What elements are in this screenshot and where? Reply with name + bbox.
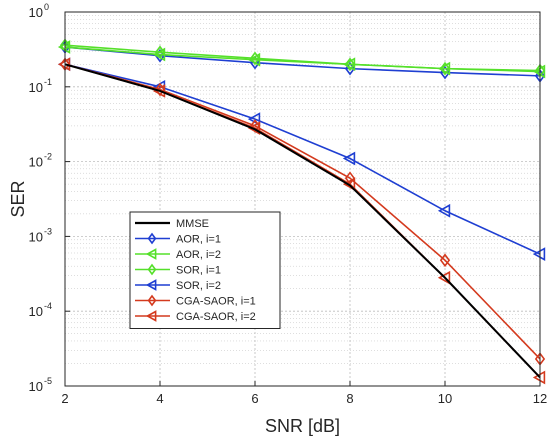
- series-line: [64, 44, 541, 72]
- x-tick-label: 8: [346, 391, 353, 406]
- diamond-marker: [154, 82, 166, 97]
- legend-entry: SOR, i=1: [135, 263, 221, 277]
- triangle-marker: [342, 151, 356, 166]
- triangle-marker: [57, 57, 71, 72]
- triangle-marker: [342, 177, 356, 191]
- diamond-marker: [154, 45, 166, 60]
- diamond-marker: [147, 232, 157, 245]
- legend-label: SOR, i=2: [176, 280, 221, 292]
- triangle-marker: [532, 370, 546, 385]
- triangle-marker: [437, 270, 451, 285]
- x-axis-label: SNR [dB]: [265, 416, 340, 436]
- diamond-marker: [439, 253, 451, 268]
- legend: MMSE AOR, i=1 AOR, i=2 SOR, i=1 SOR, i=2 CGA-…: [129, 211, 281, 329]
- plot-area: [65, 12, 540, 386]
- diamond-marker: [147, 294, 157, 307]
- y-axis-label: SER: [8, 180, 28, 217]
- y-tick-exponent: -3: [44, 226, 52, 236]
- legend-label: AOR, i=2: [176, 249, 221, 261]
- y-tick-label: 10: [29, 80, 43, 95]
- y-tick-label: 10: [29, 379, 43, 394]
- y-tick-exponent: -1: [44, 77, 52, 87]
- plot-frame: [64, 11, 541, 387]
- diamond-marker: [344, 57, 356, 72]
- y-tick-exponent: -4: [44, 301, 52, 311]
- triangle-marker: [145, 248, 157, 260]
- diamond-marker: [147, 263, 157, 276]
- series-mmse: [64, 63, 541, 379]
- x-tick-label: 10: [438, 391, 452, 406]
- series-line: [64, 63, 541, 255]
- legend-label: SOR, i=1: [176, 265, 221, 277]
- legend-label: AOR, i=1: [176, 234, 221, 246]
- data-series: [57, 38, 546, 385]
- legend-entry: CGA-SAOR, i=2: [135, 310, 256, 323]
- triangle-marker: [145, 310, 157, 322]
- y-tick-exponent: 0: [44, 2, 49, 12]
- x-tick-label: 6: [251, 391, 258, 406]
- triangle-marker: [247, 121, 261, 136]
- x-tick-label: 12: [533, 391, 547, 406]
- legend-entry: CGA-SAOR, i=1: [135, 294, 256, 308]
- triangle-marker: [145, 279, 157, 291]
- grid-lines: [64, 12, 541, 387]
- y-tick-exponent: -2: [44, 152, 52, 162]
- legend-entry: AOR, i=1: [135, 232, 221, 246]
- diamond-marker: [439, 61, 451, 76]
- legend-entry: MMSE: [135, 218, 209, 230]
- y-tick-label: 10: [29, 5, 43, 20]
- series-line: [64, 63, 541, 360]
- series-line: [64, 63, 541, 379]
- triangle-marker: [152, 84, 166, 98]
- legend-entry: SOR, i=2: [135, 279, 221, 292]
- y-tick-label: 10: [29, 229, 43, 244]
- legend-label: CGA-SAOR, i=2: [176, 311, 256, 323]
- y-tick-label: 10: [29, 155, 43, 170]
- y-tick-label: 10: [29, 304, 43, 319]
- triangle-marker: [532, 247, 546, 261]
- diamond-marker: [249, 51, 261, 66]
- legend-entry: AOR, i=2: [135, 248, 221, 261]
- triangle-marker: [437, 203, 451, 218]
- x-tick-label: 2: [61, 391, 68, 406]
- x-tick-label: 4: [156, 391, 163, 406]
- legend-label: CGA-SAOR, i=1: [176, 296, 256, 308]
- series-line: [64, 46, 541, 77]
- legend-label: MMSE: [176, 218, 209, 230]
- y-tick-exponent: -5: [44, 376, 52, 386]
